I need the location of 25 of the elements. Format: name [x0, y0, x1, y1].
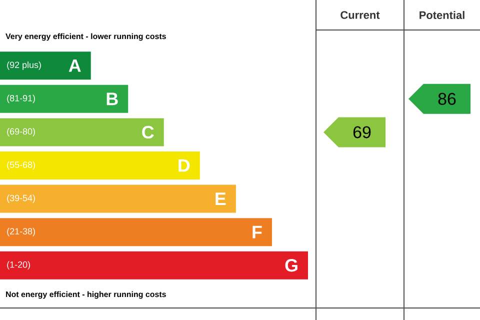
bar	[0, 118, 164, 146]
y-tick-label: B	[106, 92, 118, 106]
bar	[0, 218, 272, 246]
text: Current	[340, 11, 380, 19]
annotation: (1-20)	[7, 261, 30, 270]
annotation: (39-54)	[7, 194, 35, 203]
bar	[0, 84, 128, 113]
bar	[0, 251, 308, 280]
annotation: (55-68)	[7, 161, 35, 170]
bar	[0, 151, 200, 180]
y-tick-label: C	[142, 126, 154, 139]
annotation: (21-38)	[7, 228, 35, 236]
bar	[0, 52, 91, 80]
text: Potential	[420, 10, 464, 20]
y-tick-label: A	[68, 59, 81, 72]
y-tick-label: F	[252, 226, 262, 238]
text: 86	[438, 92, 456, 105]
y-tick-label: E	[216, 192, 226, 205]
y-tick-label: D	[178, 159, 190, 172]
bar	[0, 184, 236, 213]
text: 69	[353, 126, 371, 138]
annotation: (69-80)	[7, 128, 35, 136]
y-tick-label: G	[285, 258, 298, 272]
annotation: (92 plus)	[7, 61, 41, 70]
annotation: (81-91)	[7, 94, 35, 104]
